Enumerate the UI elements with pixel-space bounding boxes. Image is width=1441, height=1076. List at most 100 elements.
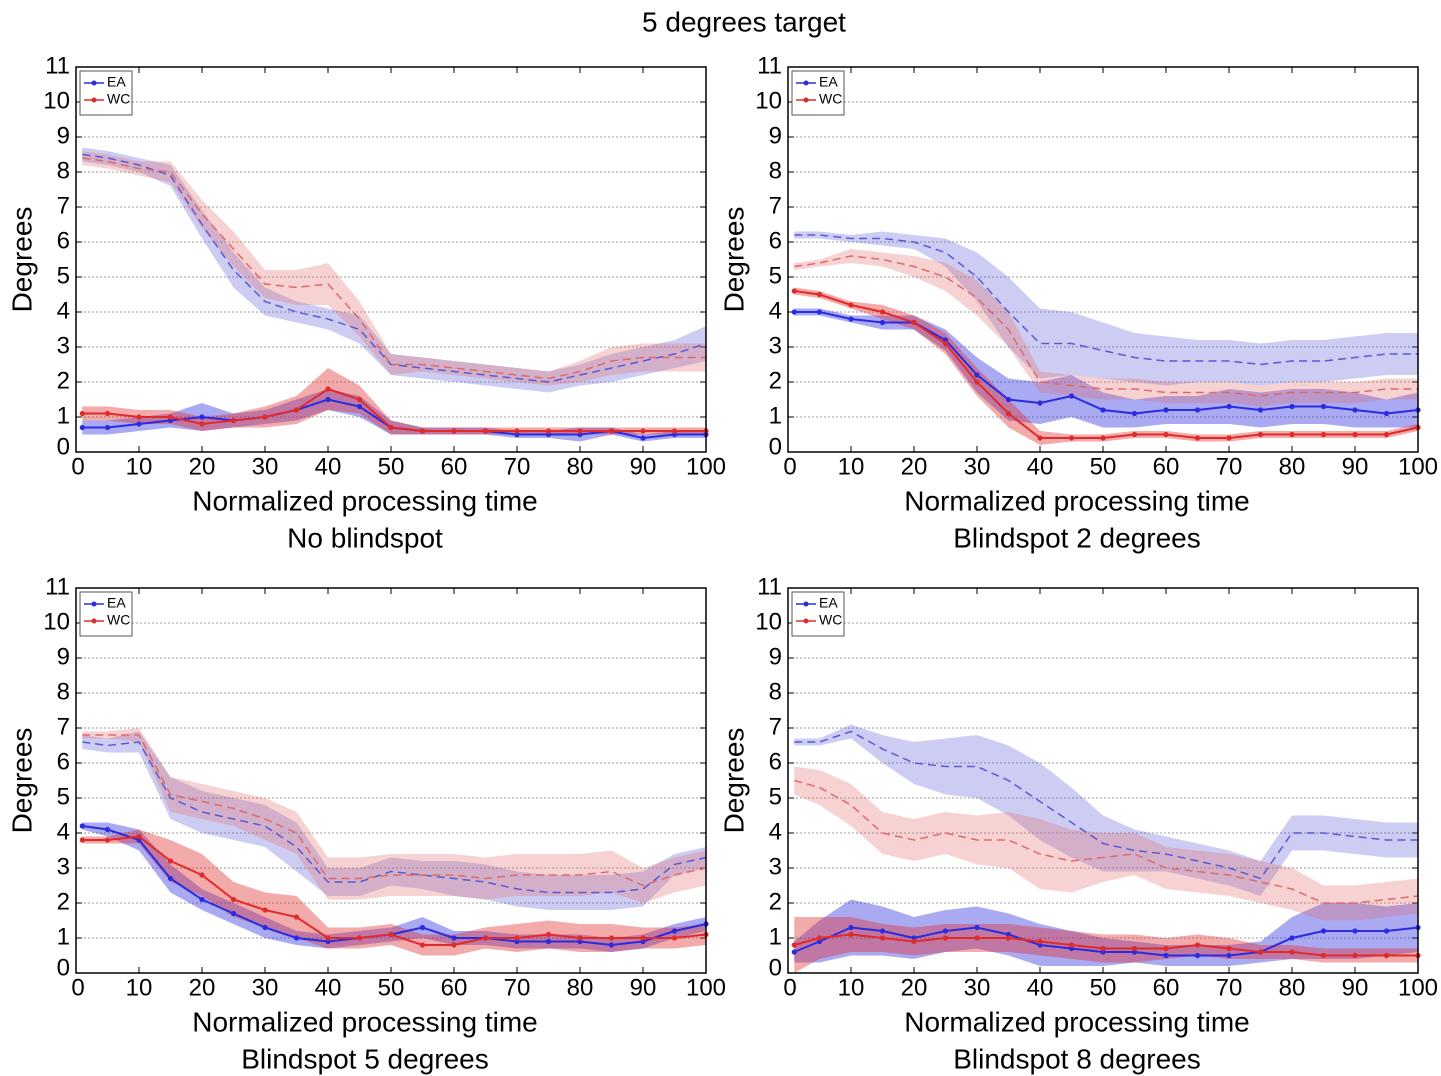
point (482, 428, 489, 434)
y-tick-label: 5 (769, 783, 782, 810)
y-tick-label: 7 (769, 192, 782, 219)
point (974, 372, 980, 378)
point (482, 935, 489, 941)
legend-label: EA (107, 74, 126, 90)
point (942, 928, 949, 934)
y-tick-label: 10 (43, 608, 70, 635)
legend-box (79, 70, 133, 116)
point (1100, 435, 1106, 441)
x-tick-label: 30 (964, 453, 991, 480)
point (1037, 435, 1043, 441)
point (879, 935, 886, 941)
point (1068, 393, 1075, 399)
y-tick-label: 3 (769, 332, 782, 359)
point (1383, 952, 1390, 959)
y-tick-label: 10 (755, 87, 782, 114)
y-tick-label: 2 (57, 888, 70, 915)
legend-marker (91, 601, 97, 607)
point (1257, 949, 1264, 955)
point (1352, 431, 1358, 438)
error-band (794, 249, 1418, 407)
point (293, 914, 300, 920)
point (911, 938, 917, 945)
legend-marker (803, 80, 809, 86)
point (1005, 410, 1012, 417)
point (1100, 407, 1106, 413)
point (388, 931, 394, 938)
point (608, 428, 615, 434)
x-tick-label: 80 (1279, 453, 1306, 480)
point (104, 826, 111, 833)
point (577, 428, 583, 434)
error-band (794, 231, 1418, 386)
x-tick-label: 20 (901, 974, 928, 1001)
point (1383, 928, 1390, 934)
x-tick-label: 70 (504, 974, 531, 1001)
y-tick-label: 0 (57, 433, 70, 460)
x-axis-label: Normalized processing time (904, 1006, 1249, 1037)
error-band (794, 899, 1418, 966)
point (1226, 952, 1232, 959)
series-line (82, 741, 707, 894)
y-tick-label: 8 (769, 157, 782, 184)
point (293, 407, 300, 413)
plot-frame (75, 587, 707, 974)
error-band (82, 147, 707, 393)
x-tick-label: 10 (838, 974, 865, 1001)
point (1289, 431, 1295, 438)
x-tick-label: 10 (838, 453, 865, 480)
y-tick-label: 10 (755, 608, 782, 635)
legend-label: EA (819, 74, 838, 90)
point (1037, 938, 1043, 945)
x-tick-label: 60 (441, 453, 468, 480)
legend-label: WC (819, 612, 842, 628)
x-tick-label: 60 (441, 974, 468, 1001)
legend-box (79, 591, 133, 637)
y-tick-label: 3 (57, 853, 70, 880)
point (514, 935, 520, 941)
point (1131, 410, 1138, 417)
plot-frame (787, 66, 1419, 453)
point (1226, 945, 1232, 952)
point (388, 424, 394, 431)
error-band (82, 728, 707, 903)
point (167, 414, 174, 420)
y-tick-label: 9 (769, 122, 782, 149)
point (1131, 945, 1138, 952)
point (325, 386, 331, 392)
y-tick-label: 6 (769, 227, 782, 254)
x-tick-label: 50 (378, 453, 405, 480)
legend-label: WC (819, 91, 842, 107)
point (879, 928, 886, 934)
plot-frame (787, 587, 1419, 974)
point (1068, 942, 1075, 948)
point (848, 931, 854, 938)
series-line (794, 730, 1418, 880)
point (451, 428, 457, 434)
point (1320, 403, 1327, 410)
x-tick-label: 50 (1090, 974, 1117, 1001)
y-tick-label: 5 (57, 262, 70, 289)
point (1320, 431, 1327, 438)
y-tick-label: 8 (57, 678, 70, 705)
point (671, 928, 678, 934)
error-band (82, 368, 707, 435)
x-tick-label: 50 (1090, 453, 1117, 480)
point (791, 949, 797, 955)
point (1289, 949, 1295, 955)
point (1163, 407, 1169, 413)
x-tick-label: 20 (901, 453, 928, 480)
series-line (794, 779, 1419, 904)
y-tick-label: 1 (57, 923, 70, 950)
plot-area (788, 588, 1418, 973)
y-tick-label: 1 (769, 923, 782, 950)
point (545, 938, 552, 945)
x-tick-label: 40 (315, 453, 342, 480)
point (356, 935, 363, 941)
y-tick-label: 1 (57, 402, 70, 429)
point (325, 396, 331, 403)
y-tick-label: 11 (757, 573, 782, 600)
y-tick-label: 3 (57, 332, 70, 359)
point (1163, 952, 1169, 959)
x-tick-label: 30 (964, 974, 991, 1001)
